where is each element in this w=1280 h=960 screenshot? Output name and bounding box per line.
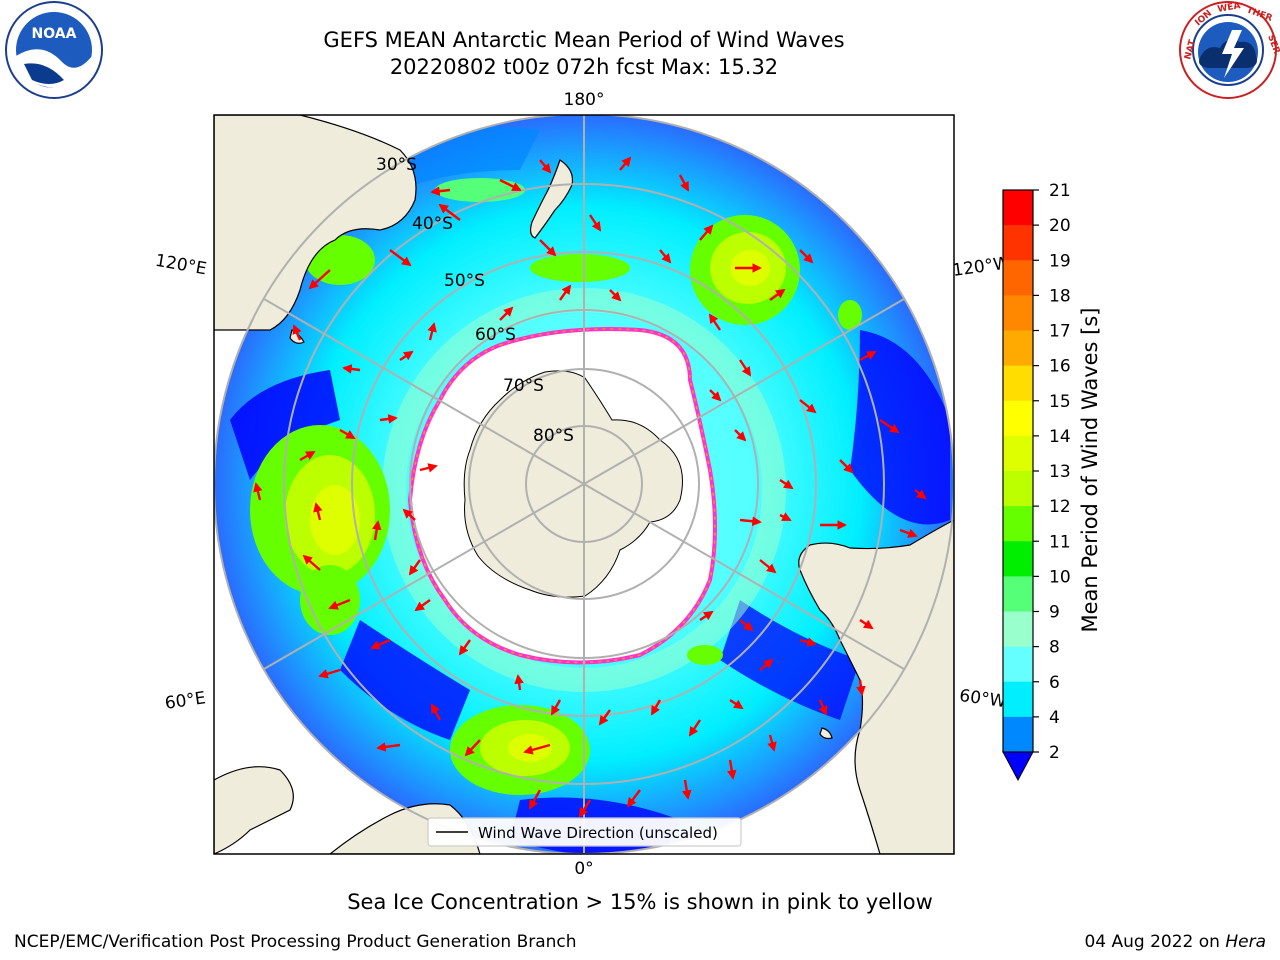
colorbar-segment [1003, 260, 1033, 296]
lon-label-60w: 60°W [958, 686, 1007, 712]
sea-ice-note: Sea Ice Concentration > 15% is shown in … [347, 890, 933, 914]
colorbar-segment [1003, 541, 1033, 577]
lat-label-80s: 80°S [533, 426, 574, 446]
colorbar-tick-label: 18 [1049, 286, 1071, 306]
colorbar-segment [1003, 506, 1033, 542]
colorbar-extend-triangle [1002, 751, 1034, 782]
colorbar-tick-label: 10 [1049, 567, 1071, 587]
colorbar-segment [1003, 330, 1033, 367]
colorbar-tick-label: 8 [1049, 638, 1060, 658]
colorbar-segment [1003, 400, 1033, 437]
colorbar-segment [1003, 225, 1033, 261]
lon-label-0: 0° [574, 859, 593, 879]
colorbar-segment [1003, 471, 1033, 507]
map-legend: Wind Wave Direction (unscaled) [427, 817, 742, 847]
colorbar-segment [1003, 295, 1033, 331]
colorbar: 21 20 19 18 17 16 15 14 13 12 11 10 9 8 6 4 2 [1002, 181, 1071, 782]
lat-label-60s: 60°S [475, 325, 516, 345]
lon-label-180: 180° [564, 90, 605, 110]
antarctica-landmass [463, 370, 683, 598]
colorbar-tick-label: 19 [1049, 251, 1071, 271]
lat-label-50s: 50°S [444, 271, 485, 291]
colorbar-title: Mean Period of Wind Waves [s] [1078, 307, 1102, 633]
colorbar-tick-label: 13 [1049, 462, 1071, 482]
lat-label-40s: 40°S [412, 214, 453, 234]
colorbar-segment [1003, 576, 1033, 612]
lon-label-120e: 120°E [154, 251, 208, 280]
graticule [214, 115, 954, 854]
map-frame [213, 114, 955, 855]
colorbar-tick-label: 9 [1049, 603, 1060, 623]
footer-host: Hera [1225, 932, 1266, 952]
colorbar-segment [1003, 365, 1033, 402]
nws-logo-icon: NAT ION WEA THER SER [1179, 1, 1280, 99]
continents [214, 115, 954, 854]
colorbar-tick-label: 2 [1049, 743, 1060, 763]
colorbar-tick-label: 12 [1049, 497, 1071, 517]
colorbar-segment [1003, 681, 1033, 718]
svg-text:WEA: WEA [1217, 1, 1241, 15]
lat-label-70s: 70°S [503, 376, 544, 396]
colorbar-segment [1003, 190, 1033, 226]
colorbar-segment [1003, 716, 1033, 753]
noaa-logo-text: NOAA [32, 26, 77, 42]
lon-label-60e: 60°E [164, 688, 207, 713]
colorbar-tick-label: 17 [1049, 322, 1071, 342]
chart-subtitle: 20220802 t00z 072h fcst Max: 15.32 [389, 55, 779, 79]
noaa-logo-icon: NOAA [5, 1, 103, 99]
colorbar-tick-label: 4 [1049, 708, 1060, 728]
colorbar-segment [1003, 646, 1033, 683]
colorbar-segment [1003, 435, 1033, 472]
footer-org: NCEP/EMC/Verification Post Processing Pr… [14, 932, 577, 952]
colorbar-tick-label: 21 [1049, 181, 1071, 201]
lat-label-30s: 30°S [376, 155, 417, 175]
colorbar-segment [1003, 611, 1033, 648]
wind-wave-arrows [253, 156, 927, 818]
colorbar-tick-label: 15 [1049, 392, 1071, 412]
colorbar-tick-label: 20 [1049, 216, 1071, 236]
colorbar-tick-label: 14 [1049, 427, 1071, 447]
footer-date-text: 04 Aug 2022 on [1084, 932, 1220, 952]
colorbar-tick-label: 6 [1049, 673, 1060, 693]
colorbar-tick-label: 16 [1049, 357, 1071, 377]
legend-label: Wind Wave Direction (unscaled) [478, 824, 718, 842]
footer-date: 04 Aug 2022 on Hera [1084, 932, 1266, 952]
colorbar-tick-label: 11 [1049, 532, 1071, 552]
chart-title: GEFS MEAN Antarctic Mean Period of Wind … [323, 28, 845, 52]
